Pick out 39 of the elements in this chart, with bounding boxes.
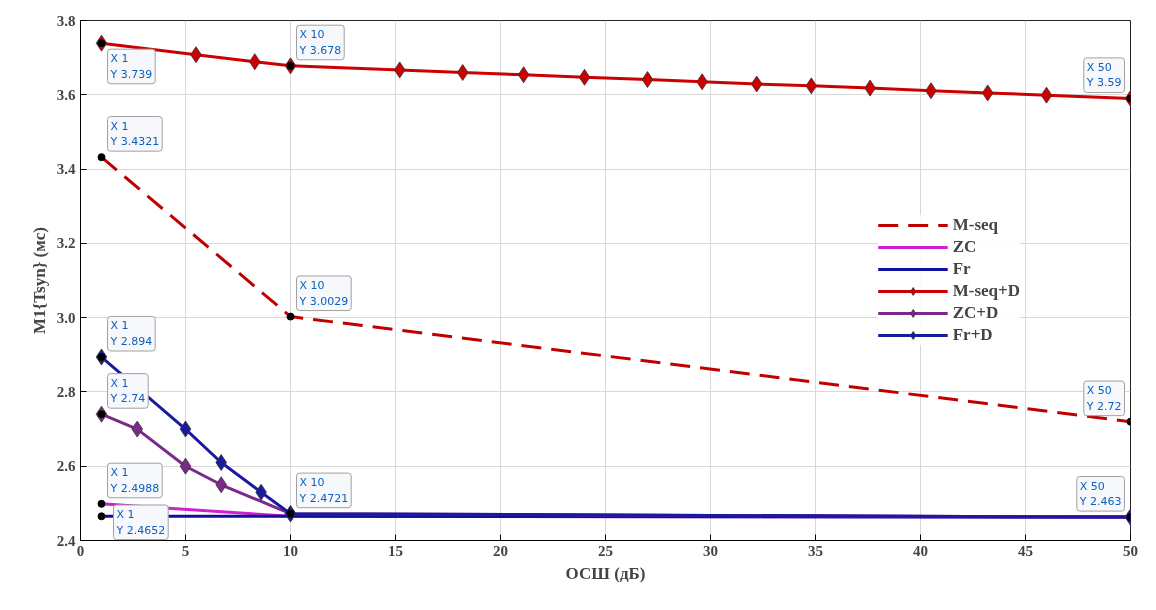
x-tick-label: 0 <box>76 542 85 559</box>
y-tick-label: 2.4 <box>56 532 76 549</box>
y-tick-label: 3.8 <box>56 12 76 29</box>
annotation: X 1 Y 2.4652 <box>115 507 166 537</box>
legend-label: ZC+D <box>952 303 999 323</box>
annotation: X 10 Y 3.0029 <box>298 278 349 308</box>
annotation: X 50 Y 3.59 <box>1085 60 1122 90</box>
x-tick-label: 20 <box>493 542 508 559</box>
y-tick-label: 2.8 <box>56 383 76 400</box>
x-axis-title: ОСШ (дБ) <box>565 563 646 583</box>
annotation: X 10 Y 2.4721 <box>298 476 349 505</box>
annotation: X 50 Y 2.72 <box>1085 384 1122 413</box>
x-tick-label: 25 <box>598 542 613 559</box>
x-tick-label: 10 <box>283 542 298 559</box>
legend-label: M-seq <box>952 215 999 235</box>
annotation: X 1 Y 3.739 <box>109 52 153 81</box>
x-tick-label: 40 <box>913 542 928 559</box>
y-tick-label: 3.0 <box>56 309 76 326</box>
x-tick-label: 45 <box>1018 542 1033 559</box>
legend-label: M-seq+D <box>952 281 1020 301</box>
annotation: X 1 Y 2.894 <box>109 319 153 349</box>
x-tick-label: 35 <box>808 542 823 559</box>
x-tick-label: 5 <box>181 542 190 559</box>
y-tick-label: 3.4 <box>56 161 76 178</box>
annotation: X 10 Y 3.678 <box>298 28 342 57</box>
x-tick-label: 15 <box>388 542 403 559</box>
y-axis-title: M1{Tsyn} (мс) <box>29 226 49 334</box>
annotation: X 50 Y 2.463 <box>1078 479 1122 509</box>
x-tick-label: 30 <box>703 542 718 559</box>
y-tick-label: 2.6 <box>56 458 76 475</box>
x-tick-label: 50 <box>1123 542 1138 559</box>
legend-label: Fr+D <box>952 325 993 345</box>
legend-label: ZC <box>952 237 977 257</box>
legend-label: Fr <box>952 259 972 279</box>
annotation: X 1 Y 2.4988 <box>109 466 160 495</box>
y-tick-label: 3.6 <box>56 86 76 103</box>
y-tick-label: 3.2 <box>56 235 76 252</box>
annotation: X 1 Y 3.4321 <box>109 119 160 149</box>
annotation: X 1 Y 2.74 <box>109 376 146 406</box>
